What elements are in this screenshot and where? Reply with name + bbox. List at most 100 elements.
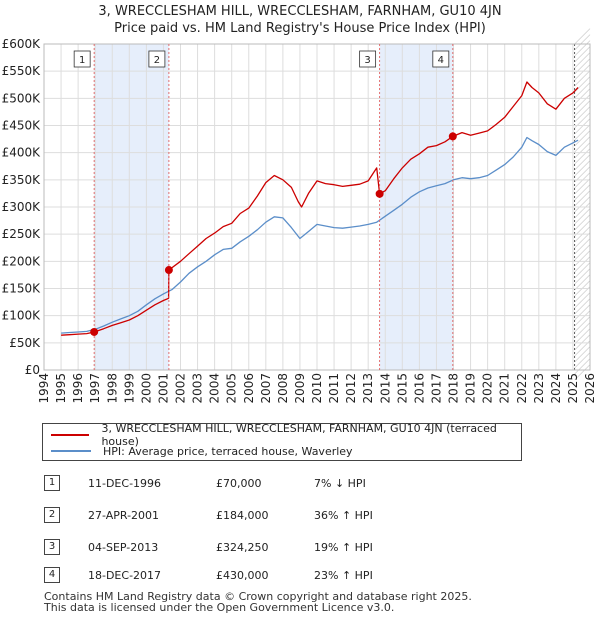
sale-point [164,266,173,275]
forecast-hatch-line [574,214,591,231]
transaction-change: 23% ↑ HPI [314,569,373,582]
forecast-hatch-line [574,94,591,111]
forecast-hatch-line [574,328,591,345]
chart-subtitle: Price paid vs. HM Land Registry's House … [114,21,486,36]
x-tick-label: 2022 [515,373,529,404]
y-tick-label: £350K [2,173,42,187]
x-tick-label: 2002 [174,373,188,404]
transaction-price: £324,250 [216,541,269,554]
forecast-hatch-line [574,70,591,87]
forecast-hatch-line [574,124,591,141]
y-tick-label: £50K [9,336,41,350]
transaction-id-badge: 1 [44,475,60,491]
forecast-hatch-line [574,46,591,63]
forecast-hatch-line [574,286,591,303]
price-paid-line [61,81,579,336]
forecast-hatch-line [574,52,591,69]
y-tick-label: £500K [2,91,42,105]
forecast-hatch-line [574,142,591,159]
sale-marker-label: 3 [364,55,370,66]
forecast-hatch-line [574,262,591,279]
transaction-price: £70,000 [216,477,262,490]
x-tick-label: 2009 [293,373,307,404]
x-tick-label: 2008 [276,373,290,404]
legend: 3, WRECCLESHAM HILL, WRECCLESHAM, FARNHA… [42,422,522,461]
y-tick-label: £0 [25,363,40,377]
forecast-hatch-line [574,310,591,327]
forecast-hatch-line [574,178,591,195]
forecast-hatch-line [574,358,591,375]
forecast-hatch-line [574,148,591,165]
sale-marker-box [148,50,166,68]
sale-marker-label: 2 [154,55,160,66]
transaction-id-badge: 2 [44,507,60,523]
sale-point [90,327,99,336]
y-tick-label: £150K [2,282,42,296]
x-tick-label: 2001 [156,373,170,404]
forecast-hatch-line [574,184,591,201]
forecast-hatch-line [574,202,591,219]
x-tick-label: 2004 [208,373,222,404]
x-tick-label: 2021 [498,373,512,404]
legend-swatch-price-paid [51,434,90,436]
transaction-id-badge: 3 [44,539,60,555]
forecast-hatch-line [574,220,591,237]
x-tick-label: 2016 [412,373,426,404]
sale-point [375,189,384,198]
legend-item-hpi: HPI: Average price, terraced house, Wave… [51,443,353,459]
transaction-change: 36% ↑ HPI [314,509,373,522]
legend-label-hpi: HPI: Average price, terraced house, Wave… [103,444,353,458]
footer-attribution: Contains HM Land Registry data © Crown c… [44,591,472,613]
transaction-price: £184,000 [216,509,269,522]
transaction-id-badge: 4 [44,567,60,583]
sale-marker-label: 4 [438,55,444,66]
forecast-hatch-line [574,250,591,267]
sale-marker-box [73,50,91,68]
x-tick-label: 2012 [344,373,358,404]
x-tick-label: 2003 [191,373,205,404]
x-tick-label: 1994 [37,373,51,404]
x-tick-label: 2010 [310,373,324,404]
transaction-date: 27-APR-2001 [88,509,160,522]
x-tick-label: 2006 [242,373,256,404]
transaction-price: £430,000 [216,569,269,582]
chart-title: 3, WRECCLESHAM HILL, WRECCLESHAM, FARNHA… [98,4,501,19]
legend-item-price-paid: 3, WRECCLESHAM HILL, WRECCLESHAM, FARNHA… [51,422,521,448]
sale-marker-label: 1 [79,55,85,66]
forecast-hatch-line [574,136,591,153]
forecast-hatch-line [574,160,591,177]
x-tick-label: 1997 [88,373,102,404]
forecast-hatch-line [574,28,591,45]
y-tick-label: £400K [2,146,42,160]
forecast-hatch-line [574,208,591,225]
y-tick-label: £600K [2,37,42,51]
forecast-hatch-line [574,130,591,147]
footer-licence: This data is licensed under the Open Gov… [44,601,395,614]
transaction-row: 2 27-APR-2001 £184,000 36% ↑ HPI [44,507,504,525]
forecast-hatch-line [574,256,591,273]
transaction-row: 4 18-DEC-2017 £430,000 23% ↑ HPI [44,567,504,585]
transaction-date: 04-SEP-2013 [88,541,159,554]
x-tick-label: 1999 [122,373,136,404]
forecast-hatch-line [574,238,591,255]
forecast-hatch-line [574,274,591,291]
forecast-hatch-line [574,334,591,351]
forecast-hatch-line [574,118,591,135]
y-tick-label: £300K [2,200,42,214]
plot-area-frame [43,43,591,371]
x-tick-label: 2017 [429,373,443,404]
forecast-hatch-line [574,82,591,99]
x-tick-label: 2013 [361,373,375,404]
transaction-row: 3 04-SEP-2013 £324,250 19% ↑ HPI [44,539,504,557]
forecast-hatch-line [574,292,591,309]
forecast-hatch-line [574,154,591,171]
y-tick-label: £550K [2,64,42,78]
hpi-line [61,136,579,334]
y-tick-label: £250K [2,227,42,241]
transaction-change: 19% ↑ HPI [314,541,373,554]
x-tick-label: 2018 [447,373,461,404]
forecast-hatch-line [574,196,591,213]
x-tick-label: 2020 [481,373,495,404]
forecast-hatch-line [574,364,591,381]
x-tick-label: 2005 [225,373,239,404]
